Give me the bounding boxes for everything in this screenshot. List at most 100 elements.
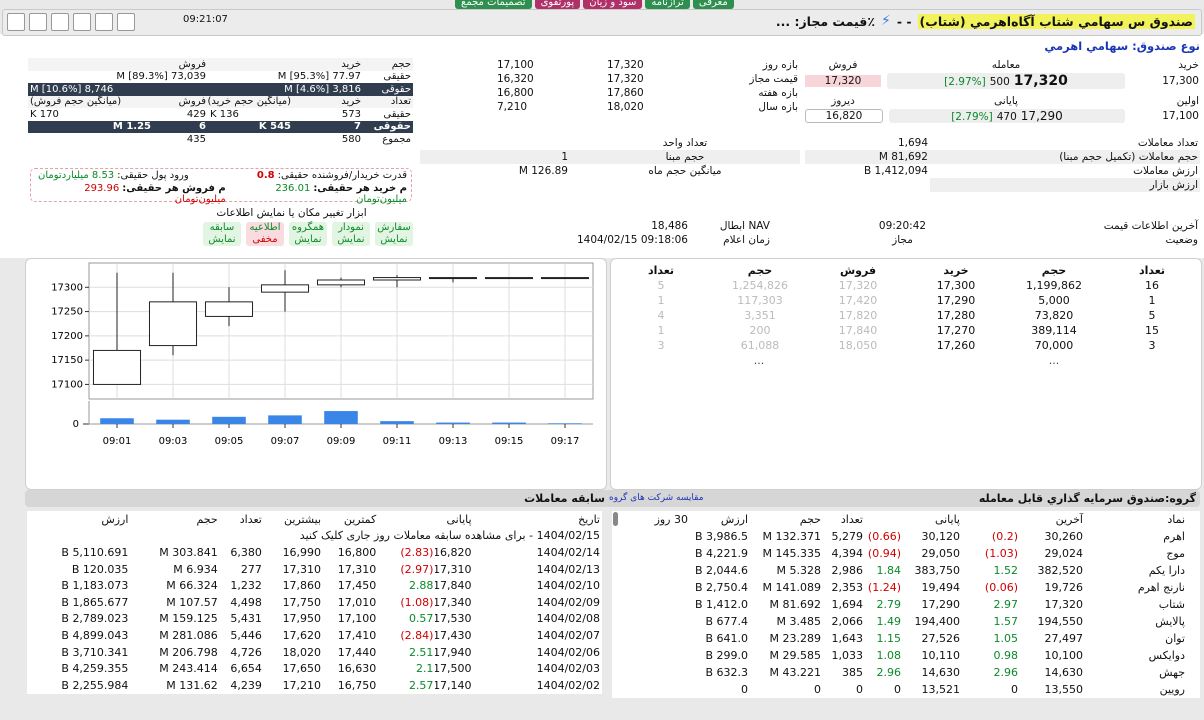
candle-body (540, 277, 590, 280)
status-table: آخرین اطلاعات قیمت 09:20:42 وضعیت مجاز (805, 219, 1200, 247)
cell: بازه هفته (758, 87, 798, 99)
cell: 17,430 (435, 628, 472, 642)
cell: 81.692 M (769, 598, 822, 611)
icon-button[interactable] (7, 13, 25, 31)
fund-type: نوع صندوق: سهامي اهرمي (1044, 39, 1200, 53)
nav-table: NAV ابطال 18,486 زمان اعلام 09:18:06 1404/0… (420, 219, 800, 247)
tab[interactable]: ترازنامه (645, 0, 690, 9)
volume-bar (100, 418, 134, 424)
power-label: م خرید هر حقیقی: (313, 183, 407, 194)
tab[interactable]: پورتفوی (534, 0, 581, 9)
tool-button[interactable]: نمودار نمایش (332, 222, 370, 246)
cell: 141.089 M (762, 581, 822, 594)
icon-button[interactable] (117, 13, 135, 31)
cell: 16,800 (337, 545, 377, 559)
cell: خرید (341, 58, 362, 70)
tool-button[interactable]: همگروه نمایش (289, 222, 327, 246)
volume-bar (156, 419, 190, 424)
compare-link[interactable]: مقایسه شرکت های گروه (609, 493, 704, 503)
stats: تعداد معاملات 1,694 حجم معاملات (تکمیل حجم… (805, 136, 1200, 192)
cell: موج (1166, 547, 1185, 560)
tool-button[interactable]: سفارش نمایش (375, 222, 413, 246)
cell: دوایکس (1148, 649, 1185, 662)
power-label: ورود پول حقیقی: (117, 170, 189, 181)
tab[interactable]: تصمیمات مجمع (455, 0, 532, 9)
sparkline-cell (612, 528, 690, 545)
row: 1404/02/06 17,940 2.51 17,440 18,020 4,726 206… (27, 644, 602, 661)
chart-panel: 17100 17150 17200 17250 17300 0 09:01 09:03 09:0… (25, 258, 607, 490)
cell: 43.221 M (769, 666, 822, 679)
cell: NAV ابطال (719, 220, 770, 232)
volume-bar (492, 422, 526, 424)
cell: 77.97 M [95.3%] (277, 71, 362, 83)
price-labels: اولین پایانی دیروز (805, 93, 1199, 108)
cell: ارزش بازار (1149, 179, 1198, 191)
row: مجموع 580 435 (28, 133, 413, 146)
cell[interactable]: 1404/02/15 - برای مشاهده سابقه معاملات ر… (299, 529, 600, 543)
power-item: قدرت خریدار/فروشنده حقیقی:0.8 (254, 170, 407, 181)
icon-button[interactable] (73, 13, 91, 31)
trade-bar: [2.97%] 500 17,320 (887, 72, 1125, 89)
tab[interactable]: سود و زیان (583, 0, 643, 9)
x-tick-label: 09:13 (439, 436, 468, 447)
cell: 15 (1145, 324, 1159, 337)
y-tick-label: 17250 (51, 307, 83, 318)
row: ...... (611, 353, 1201, 368)
tool-button[interactable]: سابقه نمایش (203, 222, 241, 246)
cell: 5,446 (230, 628, 262, 642)
cell: 30,260 (1044, 530, 1084, 543)
icon-button[interactable] (29, 13, 47, 31)
cell: 3,710.341 B (61, 645, 129, 659)
cell: 16,320 (497, 73, 534, 85)
cell: 243.414 M (159, 662, 218, 676)
cell: 27,526 (921, 632, 961, 645)
cell: 70,000 (1034, 339, 1074, 352)
row: 1404/02/02 17,140 2.57 16,750 17,210 4,239 131… (27, 677, 602, 694)
candle-body (204, 301, 254, 317)
icon-button[interactable] (95, 13, 113, 31)
sell-price: 17,320 (805, 74, 881, 87)
power-value: 0.8 (256, 170, 275, 181)
tool-button[interactable]: اطلاعیه مخفی (246, 222, 284, 246)
cell: 1.25 M (112, 121, 151, 133)
cell: 14,630 (921, 666, 961, 679)
cell: 136 K (210, 108, 239, 120)
cell: 17,280 (936, 309, 976, 322)
cell: 1,865.677 B (61, 595, 129, 609)
tool-name: اطلاعیه (249, 222, 281, 233)
title-dashes: - - (896, 13, 912, 29)
cell: 1404/02/07 (536, 628, 600, 642)
chart: 17100 17150 17200 17250 17300 0 09:01 09:03 09:0… (51, 262, 594, 447)
row: نماد آخرین پایانی تعداد حجم ارزش 30 روز (612, 511, 1200, 528)
cell: 66.324 M (166, 579, 218, 593)
y-tick-label: 17300 (51, 282, 83, 293)
cell: 17,310 (282, 562, 322, 576)
cell: شتاب (1158, 598, 1185, 611)
cell: 1.15 (876, 632, 902, 645)
cell: 2,044.6 B (694, 564, 748, 577)
cell: 2,353 (831, 581, 864, 594)
x-tick-label: 09:05 (215, 436, 244, 447)
cell: 73,039 M [89.3%] (116, 71, 206, 83)
cell: 126.89 M (518, 165, 568, 177)
row: تعداد معاملات 1,694 (805, 136, 1200, 150)
cell: 117,303 (737, 294, 783, 307)
cell: 120.035 B (71, 562, 129, 576)
icon-button[interactable] (51, 13, 69, 31)
candle-body (260, 284, 310, 293)
cell: پایانی (934, 513, 960, 526)
cell: 2,750.4 B (694, 581, 748, 594)
row: زمان اعلام 09:18:06 1404/02/15 (420, 233, 800, 247)
buy-price: 17,300 (1162, 74, 1199, 87)
label: پایانی (994, 94, 1018, 107)
candle-body (372, 277, 422, 281)
cell: 131.62 M (166, 678, 218, 692)
candle-body (92, 349, 142, 385)
allowed-price: ٪قیمت مجاز: ... (775, 13, 875, 29)
x-tick-label: 09:09 (327, 436, 356, 447)
history-table: تاریخ پایانی کمترین بیشترین تعداد حجم ارزش 1404… (27, 511, 602, 694)
sparkline-cell (612, 681, 690, 698)
tab[interactable]: معرفی (692, 0, 734, 9)
cell: ارزش معاملات (1133, 165, 1198, 177)
cell: حجم (391, 58, 412, 70)
